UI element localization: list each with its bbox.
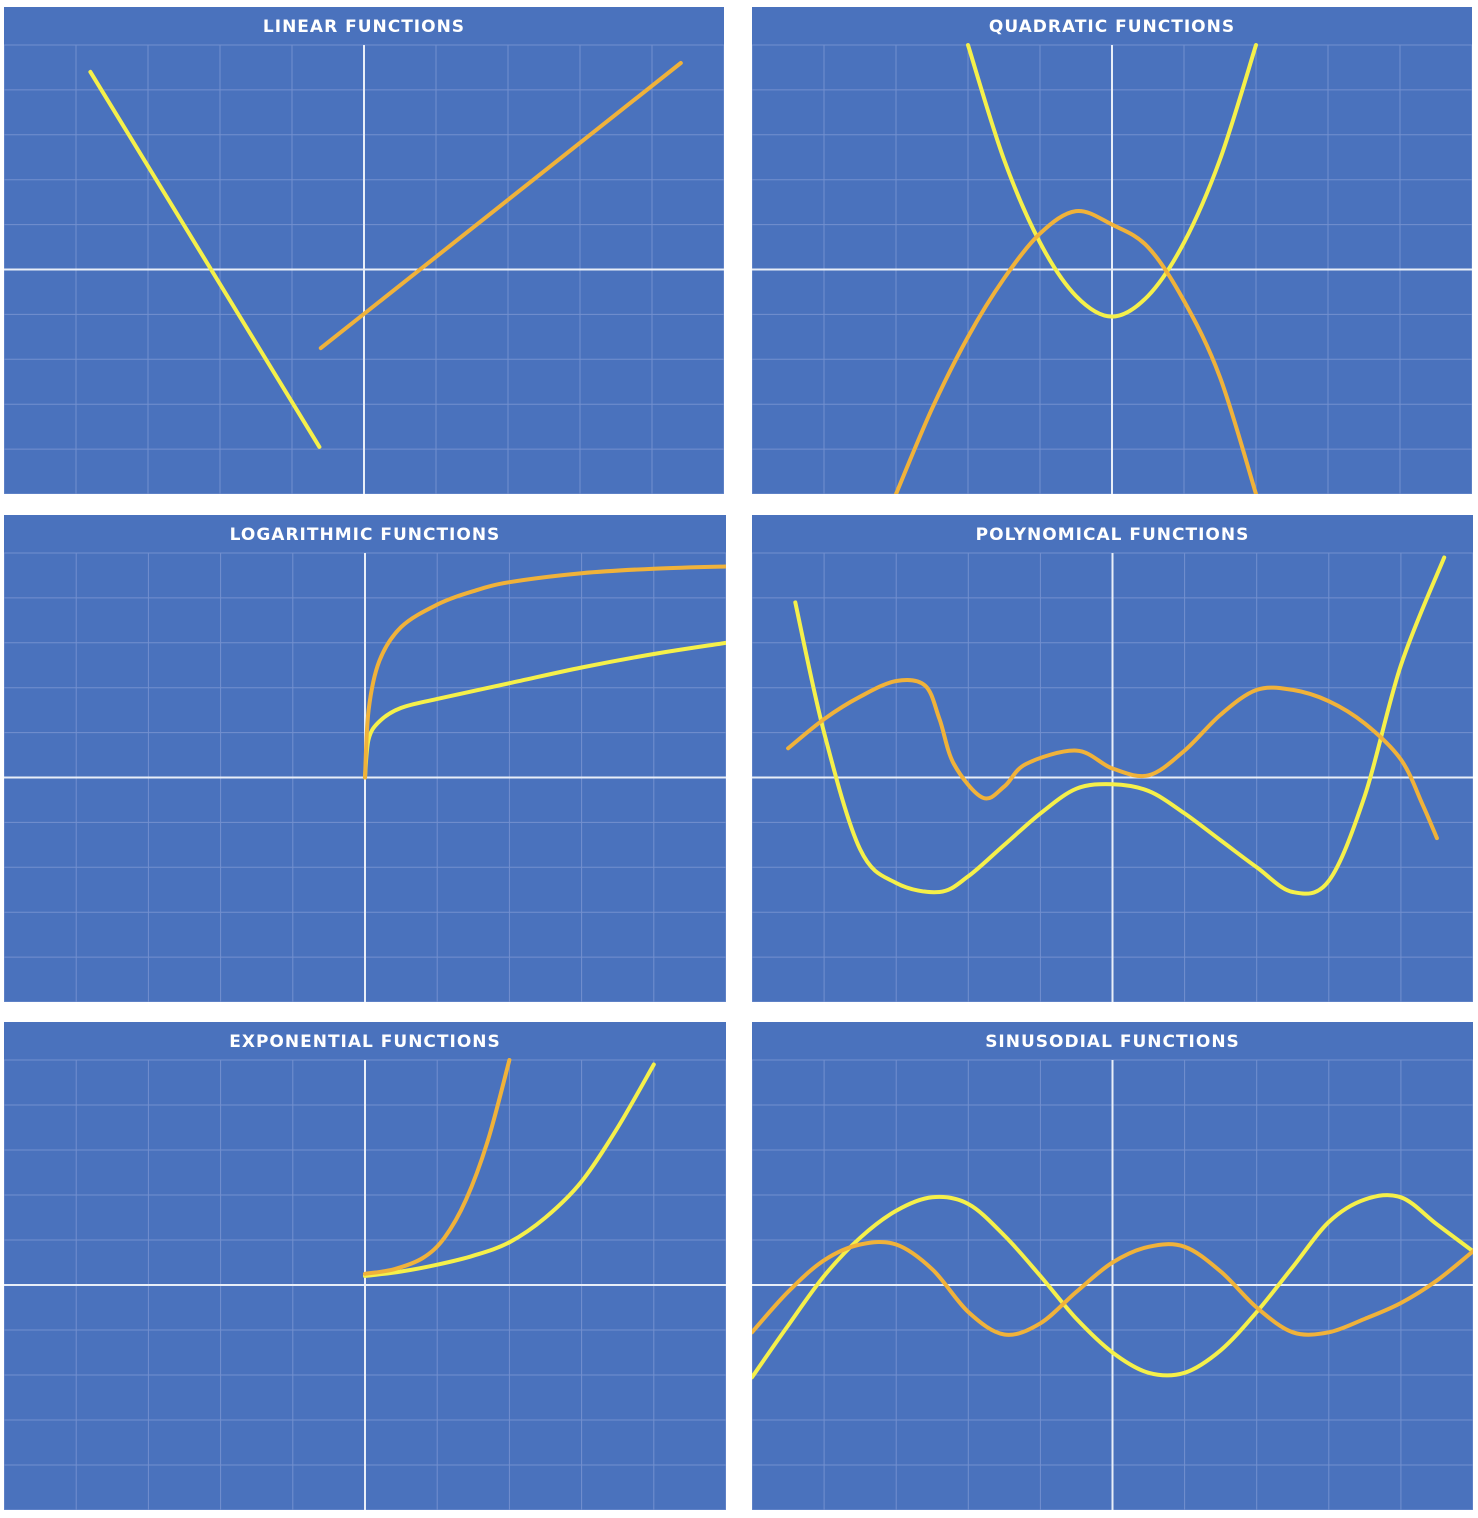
chart-plot (4, 44, 724, 494)
series-line-1 (363, 640, 726, 780)
chart-panel-quadratic: QUADRATIC FUNCTIONS (752, 7, 1472, 494)
series-line-1 (752, 1193, 1473, 1380)
chart-panel-polynomical: POLYNOMICAL FUNCTIONS (752, 515, 1473, 1002)
chart-title: QUADRATIC FUNCTIONS (988, 17, 1236, 37)
chart-panel-logarithmic: LOGARITHMIC FUNCTIONS (4, 515, 726, 1002)
chart-plot (752, 43, 1472, 494)
series-line-2 (752, 1239, 1473, 1337)
series-line-2 (894, 209, 1258, 494)
chart-panel-sinusodial: SINUSODIAL FUNCTIONS (752, 1022, 1473, 1510)
chart-plot (4, 1058, 726, 1510)
chart-title: LOGARITHMIC FUNCTIONS (229, 525, 501, 545)
series-line-1 (363, 1062, 656, 1278)
series-line-2 (318, 61, 683, 351)
series-line-2 (786, 677, 1439, 841)
series-line-2 (363, 564, 726, 780)
series-line-2 (363, 1058, 512, 1276)
chart-plot (752, 552, 1473, 1002)
series-line-1 (793, 555, 1447, 896)
chart-panel-linear: LINEAR FUNCTIONS (4, 7, 724, 494)
chart-title: EXPONENTIAL FUNCTIONS (229, 1032, 501, 1052)
series-line-1 (966, 43, 1258, 319)
chart-title: SINUSODIAL FUNCTIONS (985, 1032, 1240, 1052)
chart-title: POLYNOMICAL FUNCTIONS (975, 525, 1250, 545)
chart-panel-exponential: EXPONENTIAL FUNCTIONS (4, 1022, 726, 1510)
chart-plot (4, 552, 726, 1002)
series-line-1 (88, 69, 322, 449)
chart-plot (752, 1059, 1473, 1510)
chart-title: LINEAR FUNCTIONS (262, 17, 466, 37)
